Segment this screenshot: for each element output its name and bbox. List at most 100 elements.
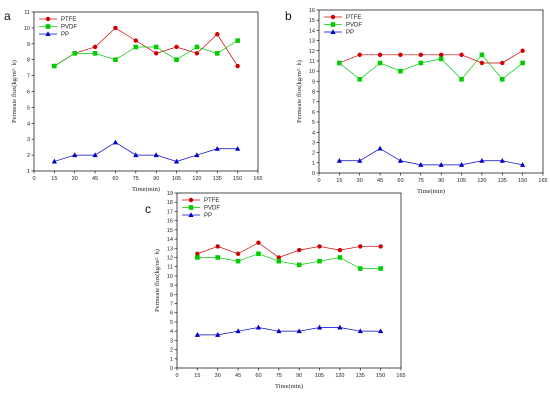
- y-tick-label: 10: [24, 26, 30, 32]
- data-point-pp: [72, 152, 78, 158]
- y-tick-label: 1: [170, 357, 173, 363]
- data-point-ptfe: [317, 244, 322, 249]
- y-tick-label: 10: [167, 274, 173, 280]
- x-tick-label: 105: [457, 178, 466, 184]
- legend-marker-pp: [188, 212, 194, 217]
- data-point-ptfe: [377, 52, 383, 58]
- series-pp: [336, 145, 526, 167]
- data-point-pp: [92, 152, 98, 158]
- series-pvdf: [52, 38, 240, 69]
- data-point-pvdf: [72, 51, 78, 56]
- y-tick-label: 11: [167, 265, 173, 271]
- x-tick-label: 135: [498, 178, 507, 184]
- y-tick-label: 16: [309, 8, 315, 14]
- data-point-ptfe: [133, 38, 139, 43]
- data-point-ptfe: [215, 32, 220, 37]
- x-tick-label: 60: [255, 373, 261, 379]
- y-tick-label: 0: [170, 366, 173, 372]
- x-axis-label: Time(min): [275, 383, 303, 390]
- y-tick-label: 15: [309, 18, 315, 24]
- data-point-pp: [235, 145, 241, 151]
- data-point-pvdf: [398, 68, 403, 74]
- data-point-ptfe: [215, 244, 220, 249]
- data-point-ptfe: [418, 52, 424, 58]
- plot-frame: [176, 192, 402, 369]
- y-tick-label: 6: [312, 110, 315, 116]
- legend-label-pvdf: PVDF: [346, 23, 362, 29]
- y-tick-label: 2: [312, 151, 315, 157]
- data-point-pp: [479, 157, 485, 163]
- y-tick-label: 5: [312, 120, 315, 126]
- x-tick-label: 105: [172, 176, 181, 182]
- y-tick-label: 17: [167, 209, 173, 215]
- legend-label-ptfe: PTFE: [204, 198, 219, 204]
- data-point-ptfe: [500, 60, 505, 66]
- legend-marker-pp: [45, 31, 51, 36]
- data-point-ptfe: [256, 240, 261, 245]
- data-point-pvdf: [256, 251, 261, 257]
- data-point-pp: [458, 162, 465, 167]
- data-point-ptfe: [459, 52, 464, 58]
- y-tick-label: 8: [170, 292, 173, 298]
- data-point-pvdf: [418, 60, 424, 66]
- y-tick-label: 3: [312, 140, 315, 146]
- data-point-pp: [255, 324, 262, 330]
- y-tick-label: 6: [170, 311, 173, 317]
- series-line-pvdf: [339, 54, 523, 80]
- series-pp: [51, 139, 241, 164]
- x-tick-label: 105: [315, 373, 324, 379]
- data-point-pp: [235, 328, 241, 334]
- x-tick-label: 150: [518, 178, 527, 184]
- x-tick-label: 15: [51, 176, 57, 182]
- x-tick-label: 165: [396, 373, 405, 379]
- y-tick-label: 3: [170, 338, 173, 344]
- data-point-pp: [173, 158, 180, 164]
- data-point-pvdf: [276, 258, 282, 264]
- y-tick-label: 10: [309, 69, 315, 75]
- series-line-pp: [54, 141, 238, 162]
- y-tick-label: 12: [167, 255, 173, 261]
- y-tick-label: 19: [167, 191, 173, 197]
- data-point-pp: [153, 152, 159, 158]
- y-tick-label: 14: [309, 28, 315, 34]
- data-point-pvdf: [133, 44, 139, 50]
- y-tick-label: 8: [312, 90, 315, 96]
- x-tick-label: 75: [133, 176, 139, 182]
- chart-panel-a: a0 15 30 45 60 75 90 105 120 135 150 16512345678910…: [4, 9, 263, 193]
- x-tick-label: 0: [175, 373, 178, 379]
- chart-panel-b: b0 15 30 45 60 75 90 105 120 135 150 16501234567891…: [285, 8, 548, 195]
- series-line-pvdf: [197, 253, 381, 269]
- data-point-pvdf: [499, 76, 505, 82]
- y-tick-label: 14: [167, 237, 173, 243]
- data-point-pp: [194, 332, 200, 337]
- panel-label: a: [4, 9, 11, 23]
- y-tick-label: 11: [24, 10, 30, 16]
- y-tick-label: 16: [167, 219, 173, 225]
- data-point-pvdf: [296, 262, 302, 268]
- data-point-pp: [438, 162, 444, 167]
- data-point-pp: [316, 324, 323, 330]
- data-point-pvdf: [337, 60, 342, 66]
- data-point-pvdf: [92, 51, 98, 56]
- y-tick-label: 12: [309, 49, 315, 55]
- data-point-pvdf: [214, 51, 220, 56]
- data-point-pvdf: [357, 266, 363, 271]
- series-pvdf: [337, 52, 525, 82]
- data-point-pp: [377, 145, 383, 151]
- x-tick-label: 30: [215, 373, 221, 379]
- data-point-pp: [357, 328, 363, 334]
- y-tick-label: 1: [27, 169, 30, 175]
- data-point-pp: [336, 157, 342, 163]
- y-tick-label: 6: [27, 90, 30, 96]
- data-point-pp: [418, 162, 424, 167]
- y-axis-label: Permeate flux(kg/m²· h): [154, 249, 161, 312]
- legend-label-pp: PP: [61, 32, 69, 38]
- x-tick-label: 165: [253, 176, 262, 182]
- legend-label-pvdf: PVDF: [204, 206, 220, 212]
- series-line-ptfe: [197, 242, 381, 258]
- data-point-ptfe: [276, 255, 282, 260]
- x-tick-label: 135: [213, 176, 222, 182]
- y-axis-label: Permeate flux(kg/m²· h): [11, 60, 18, 123]
